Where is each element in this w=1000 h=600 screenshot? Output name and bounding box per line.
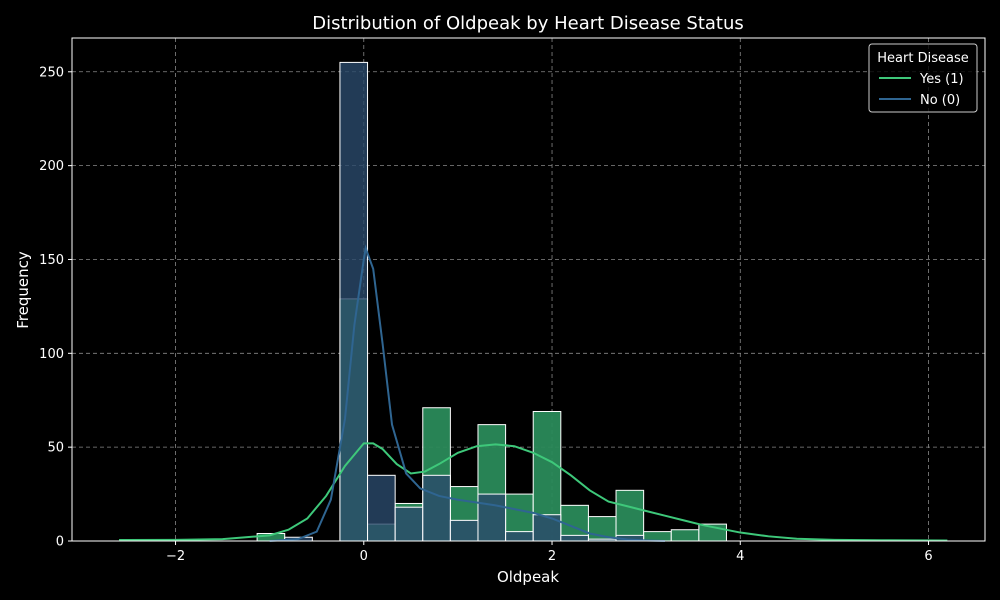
bar-no xyxy=(477,493,507,542)
y-tick-label: 150 xyxy=(39,253,64,268)
bar-no xyxy=(449,519,479,542)
bar-no xyxy=(394,506,424,542)
bar-yes xyxy=(615,489,645,542)
ticks-layer: −2 0 2 4 6 0 50 100 150 200 250 xyxy=(39,65,932,564)
y-tick-label: 50 xyxy=(47,441,64,456)
plot-frame xyxy=(71,37,986,542)
legend-box xyxy=(868,43,978,113)
y-tick-label: 200 xyxy=(39,159,64,174)
x-tick-label: 6 xyxy=(924,549,932,564)
kde-line-no xyxy=(269,244,666,542)
x-axis-label: Oldpeak xyxy=(497,568,559,586)
bar-no xyxy=(560,534,589,542)
bar-no xyxy=(367,474,396,542)
y-tick-label: 100 xyxy=(39,347,64,362)
grid-layer xyxy=(72,38,985,542)
bar-no xyxy=(505,531,534,542)
legend-title: Heart Disease xyxy=(877,51,968,66)
legend: Heart Disease Yes (1) No (0) xyxy=(868,43,978,113)
x-tick-label: 4 xyxy=(736,549,744,564)
bars-layer xyxy=(256,61,727,542)
bar-no xyxy=(422,474,451,542)
bar-yes xyxy=(670,529,700,542)
x-tick-label: −2 xyxy=(166,549,185,564)
bar-no xyxy=(532,514,562,542)
x-tick-label: 0 xyxy=(360,549,368,564)
legend-label-no: No (0) xyxy=(920,93,960,108)
y-tick-label: 250 xyxy=(39,65,64,80)
kde-line-yes xyxy=(119,442,948,542)
x-tick-label: 2 xyxy=(548,549,556,564)
y-tick-label: 0 xyxy=(56,535,64,550)
kde-layer xyxy=(119,244,948,542)
legend-label-yes: Yes (1) xyxy=(919,72,964,87)
y-axis-label: Frequency xyxy=(14,251,32,329)
chart-title: Distribution of Oldpeak by Heart Disease… xyxy=(312,13,744,34)
